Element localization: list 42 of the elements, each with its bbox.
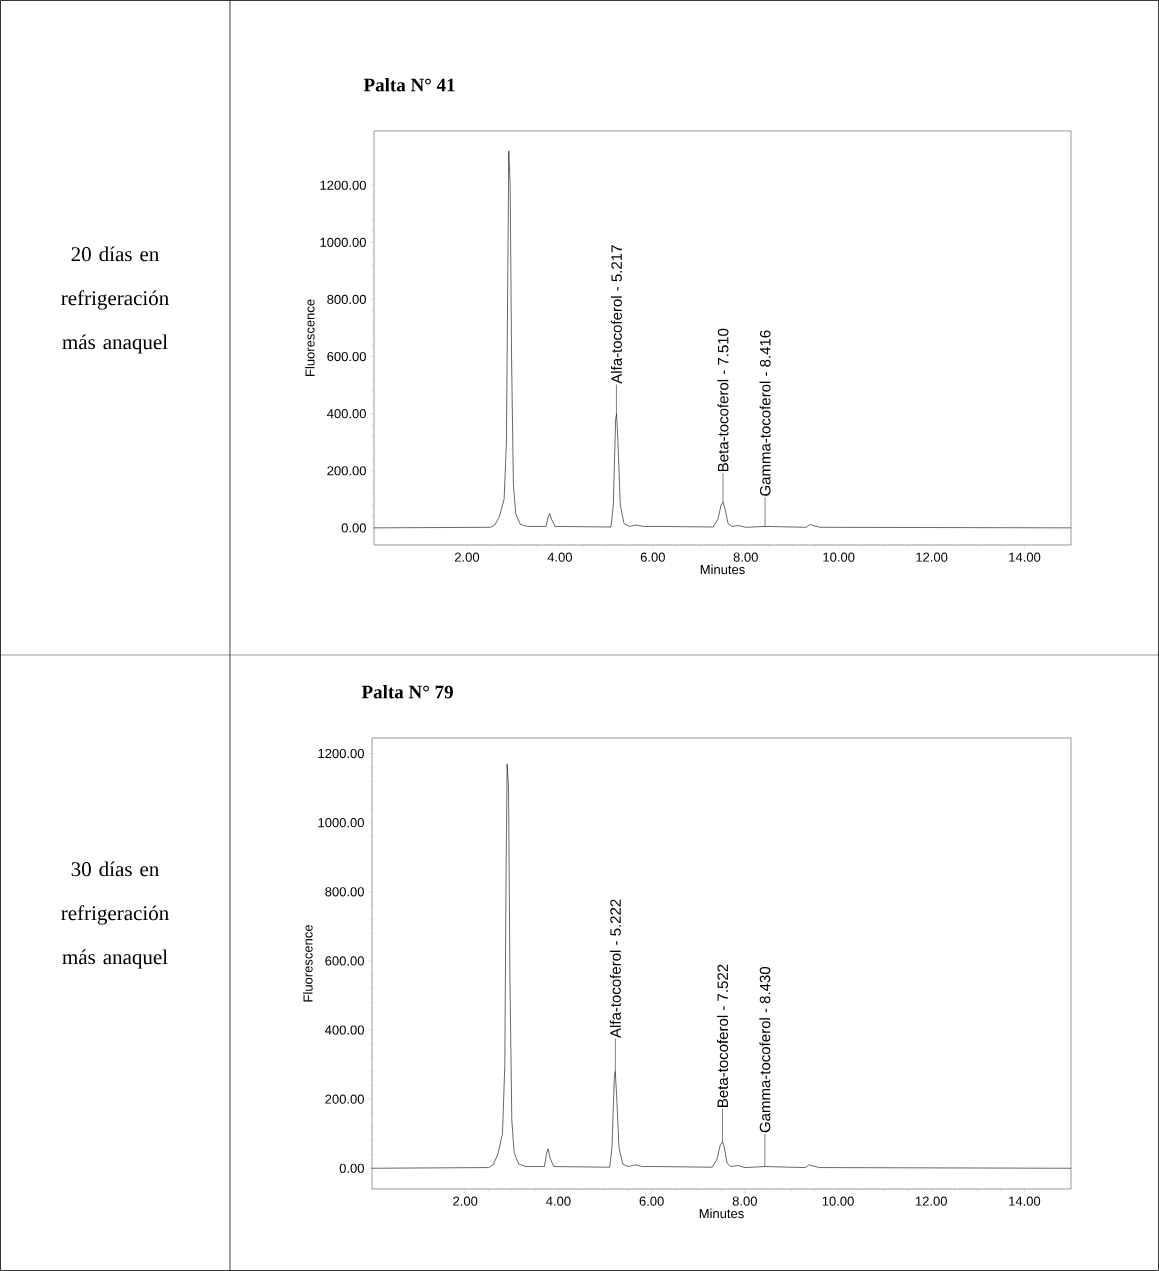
y-tick-label: 1200.00 <box>318 748 364 759</box>
text: 20 días en refrigeración más anaquel <box>61 246 169 354</box>
y-tick-label: 600.00 <box>327 351 366 362</box>
y-tick-label: 0.00 <box>341 523 366 533</box>
x-tick-label: 4.00 <box>547 552 573 562</box>
y-tick-label: 1200.00 <box>320 180 366 190</box>
x-tick-label: 14.00 <box>1009 552 1041 562</box>
x-tick-label: 8.00 <box>732 1196 757 1206</box>
x-axis-title: Minutes <box>700 564 745 575</box>
chart-title: Palta N° 79 <box>361 685 453 699</box>
annotation: Beta-tocoferol - 7.510 <box>717 328 729 472</box>
y-tick-label: 800.00 <box>327 294 366 305</box>
annotation: Alfa-tocoferol - 5.217 <box>610 245 622 384</box>
chart-title: Palta N° 41 <box>363 78 455 92</box>
x-tick-label: 10.00 <box>822 1196 854 1206</box>
x-tick-label: 12.00 <box>915 1196 947 1206</box>
x-tick-label: 10.00 <box>823 552 855 562</box>
y-tick-label: 400.00 <box>325 1025 364 1035</box>
y-tick-label: 400.00 <box>327 409 366 419</box>
x-tick-label: 2.00 <box>453 1196 478 1206</box>
text: 30 días en refrigeración más anaquel <box>61 861 169 969</box>
y-tick-label: 1000.00 <box>318 818 364 828</box>
annotation: Alfa-tocoferol - 5.222 <box>609 899 621 1038</box>
x-tick-label: 8.00 <box>733 552 758 562</box>
annotation: Gamma-tocoferol - 8.416 <box>759 330 771 496</box>
x-tick-label: 2.00 <box>454 552 480 562</box>
x-tick-label: 6.00 <box>640 552 665 562</box>
annotation: Beta-tocoferol - 7.522 <box>717 964 729 1107</box>
y-axis-title: Fluorescence <box>305 299 315 376</box>
y-tick-label: 600.00 <box>325 956 364 966</box>
y-tick-label: 800.00 <box>325 887 364 897</box>
x-tick-label: 4.00 <box>546 1196 571 1206</box>
x-tick-label: 14.00 <box>1009 1196 1041 1206</box>
annotation: Gamma-tocoferol - 8.430 <box>759 966 771 1133</box>
y-tick-label: 1000.00 <box>320 237 366 247</box>
x-tick-label: 6.00 <box>639 1196 664 1206</box>
y-tick-label: 200.00 <box>325 1094 364 1104</box>
y-axis-title: Fluorescence <box>303 925 313 1002</box>
y-tick-label: 0.00 <box>339 1163 364 1173</box>
y-tick-label: 200.00 <box>327 466 366 476</box>
x-tick-label: 12.00 <box>916 552 948 562</box>
x-axis-title: Minutes <box>699 1208 744 1219</box>
